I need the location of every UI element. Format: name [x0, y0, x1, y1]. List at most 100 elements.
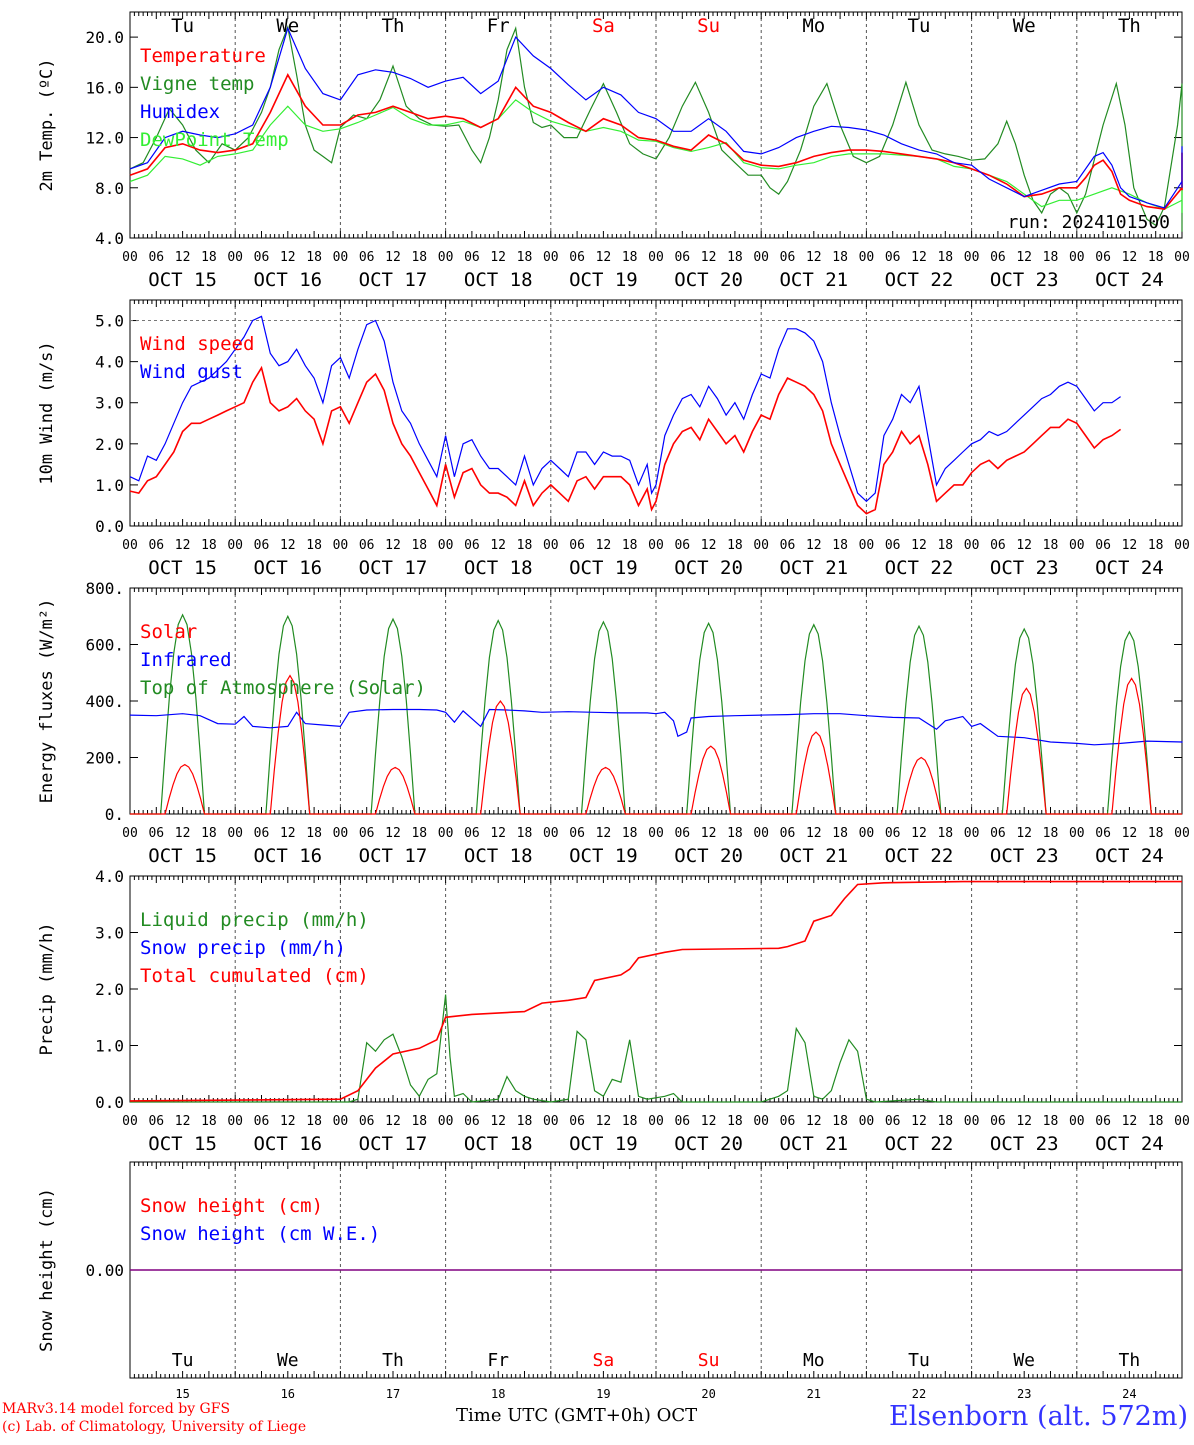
hour-tick-label: 12 — [1122, 1114, 1138, 1129]
hour-tick-label: 06 — [569, 250, 585, 265]
hour-tick-label: 00 — [1174, 250, 1190, 265]
date-label: OCT 22 — [885, 1133, 954, 1155]
hour-tick-label: 00 — [1069, 1114, 1085, 1129]
hour-tick-label: 18 — [727, 826, 743, 841]
hour-tick-label: 12 — [1122, 250, 1138, 265]
panel-snow: 0.00 Snow height (cm) Tu 15 We 16 Th 17 Fr 18 Sa 19… — [37, 1161, 1183, 1401]
date-label: OCT 15 — [148, 557, 217, 579]
hour-tick-label: 06 — [885, 538, 901, 553]
hour-tick-label: 00 — [753, 250, 769, 265]
hour-tick-label: 00 — [964, 250, 980, 265]
legend-entry: Solar — [140, 621, 197, 643]
hour-tick-label: 00 — [859, 538, 875, 553]
hour-tick-label: 18 — [1148, 538, 1164, 553]
date-label: OCT 20 — [674, 845, 743, 867]
hour-tick-label: 18 — [201, 826, 217, 841]
series-wind-speed — [129, 365, 1122, 515]
date-label: OCT 20 — [674, 269, 743, 291]
date-label: OCT 16 — [253, 845, 322, 867]
date-label: OCT 19 — [569, 1133, 638, 1155]
weekday-label: Fr — [487, 1350, 509, 1371]
hour-tick-label: 00 — [859, 826, 875, 841]
hour-tick-label: 18 — [517, 826, 533, 841]
hour-tick-label: 06 — [1095, 250, 1111, 265]
hour-tick-label: 00 — [333, 1114, 349, 1129]
weekday-label: Sa — [592, 15, 615, 37]
hour-tick-label: 12 — [701, 538, 717, 553]
hour-tick-label: 12 — [1122, 826, 1138, 841]
hour-tick-label: 00 — [859, 250, 875, 265]
date-label: OCT 17 — [359, 557, 428, 579]
hour-tick-label: 18 — [727, 538, 743, 553]
date-label: OCT 21 — [779, 557, 848, 579]
hour-tick-label: 18 — [1043, 250, 1059, 265]
date-label: OCT 24 — [1095, 269, 1164, 291]
hour-tick-label: 12 — [596, 826, 612, 841]
y-tick-label: 800. — [85, 579, 124, 598]
y-tick-label: 1.0 — [95, 476, 124, 495]
date-label: OCT 15 — [148, 1133, 217, 1155]
hour-tick-label: 12 — [596, 538, 612, 553]
hour-tick-label: 18 — [201, 250, 217, 265]
series-temperature — [129, 73, 1183, 210]
hour-tick-label: 12 — [1016, 250, 1032, 265]
y-tick-label: 0.0 — [95, 1093, 124, 1112]
hour-tick-label: 06 — [990, 250, 1006, 265]
credit-line-model: MARv3.14 model forced by GFS — [2, 1401, 231, 1417]
y-tick-label: 0. — [105, 805, 124, 824]
weekday-label: Tu — [908, 15, 931, 37]
hour-tick-label: 06 — [990, 538, 1006, 553]
hour-tick-label: 06 — [464, 250, 480, 265]
station-name: Elsenborn (alt. 572m) — [889, 1401, 1188, 1432]
hour-tick-label: 18 — [1148, 826, 1164, 841]
hour-tick-label: 00 — [1174, 826, 1190, 841]
hour-tick-label: 06 — [359, 1114, 375, 1129]
hour-tick-label: 00 — [122, 538, 138, 553]
hour-tick-label: 06 — [254, 250, 270, 265]
legend-entry: Humidex — [140, 101, 220, 123]
hour-tick-label: 12 — [280, 538, 296, 553]
y-tick-label: 12.0 — [85, 129, 124, 148]
legend-entry: Snow height (cm W.E.) — [140, 1223, 380, 1245]
hour-tick-label: 06 — [885, 826, 901, 841]
hour-tick-label: 06 — [674, 250, 690, 265]
hour-tick-label: 18 — [1043, 826, 1059, 841]
run-annotation: run: 2024101500 — [1007, 212, 1170, 233]
hour-tick-label: 12 — [701, 1114, 717, 1129]
hour-tick-label: 00 — [333, 250, 349, 265]
weekday-label: Tu — [171, 15, 194, 37]
y-tick-label: 0.0 — [95, 517, 124, 536]
hour-tick-label: 06 — [569, 826, 585, 841]
hour-tick-label: 00 — [648, 250, 664, 265]
legend-entry: Infrared — [140, 649, 232, 671]
weekday-label: Fr — [487, 15, 510, 37]
weekday-label: Sa — [593, 1350, 615, 1371]
hour-tick-label: 00 — [227, 250, 243, 265]
weekday-label: Su — [697, 15, 720, 37]
hour-tick-label: 12 — [1016, 538, 1032, 553]
hour-tick-label: 18 — [832, 250, 848, 265]
hour-tick-label: 12 — [1016, 1114, 1032, 1129]
hour-tick-label: 12 — [1016, 826, 1032, 841]
hour-tick-label: 18 — [727, 1114, 743, 1129]
hour-tick-label: 06 — [990, 1114, 1006, 1129]
hour-tick-label: 12 — [596, 250, 612, 265]
hour-tick-label: 18 — [306, 1114, 322, 1129]
weekday-label: Th — [382, 15, 405, 37]
day-number-label: 23 — [1017, 1387, 1031, 1401]
hour-tick-label: 18 — [1043, 1114, 1059, 1129]
hour-tick-label: 06 — [674, 538, 690, 553]
series-solar — [130, 674, 1182, 815]
hour-tick-label: 00 — [648, 538, 664, 553]
hour-tick-label: 18 — [306, 250, 322, 265]
hour-tick-label: 00 — [227, 538, 243, 553]
weekday-label: We — [277, 1350, 299, 1371]
series-infrared — [129, 708, 1183, 746]
hour-tick-label: 12 — [806, 826, 822, 841]
hour-tick-label: 00 — [753, 538, 769, 553]
day-number-label: 22 — [912, 1387, 926, 1401]
day-number-label: 15 — [175, 1387, 189, 1401]
panel-wind: 0.0 1.0 2.0 3.0 4.0 5.0 10m Wind (m/s) 00 06 12 18… — [37, 299, 1190, 579]
hour-tick-label: 00 — [438, 538, 454, 553]
hour-tick-label: 00 — [859, 1114, 875, 1129]
